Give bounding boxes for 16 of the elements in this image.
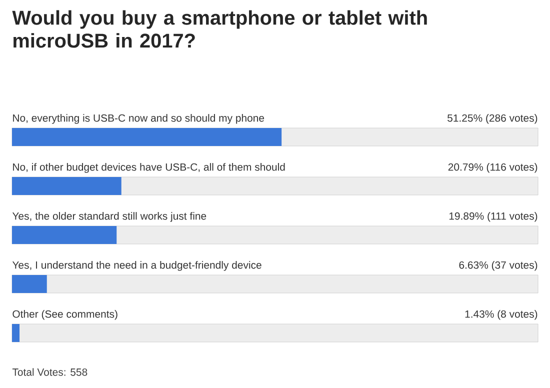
chart-title: Would you buy a smartphone or tablet with microUSB in 2017? — [12, 10, 427, 48]
y-tick-label: Other (See comments) — [12, 310, 118, 320]
data-label: 19.89% (111 votes) — [449, 212, 538, 222]
bar — [12, 177, 122, 195]
data-label: 1.43% (8 votes) — [465, 310, 538, 320]
text: Total Votes: 558 — [12, 368, 88, 376]
data-label: 51.25% (286 votes) — [448, 114, 538, 124]
bar — [12, 324, 20, 342]
bar — [12, 226, 117, 244]
y-tick-label: Yes, the older standard still works just fine — [12, 212, 206, 222]
bar — [12, 275, 47, 294]
y-tick-label: Yes, I understand the need in a budget-friendly device — [12, 261, 262, 271]
y-tick-label: No, if other budget devices have USB-C, all of them should — [13, 163, 285, 173]
data-label: 6.63% (37 votes) — [459, 261, 538, 271]
y-tick-label: No, everything is USB-C now and so should my phone — [13, 114, 264, 124]
data-label: 20.79% (116 votes) — [448, 163, 538, 173]
